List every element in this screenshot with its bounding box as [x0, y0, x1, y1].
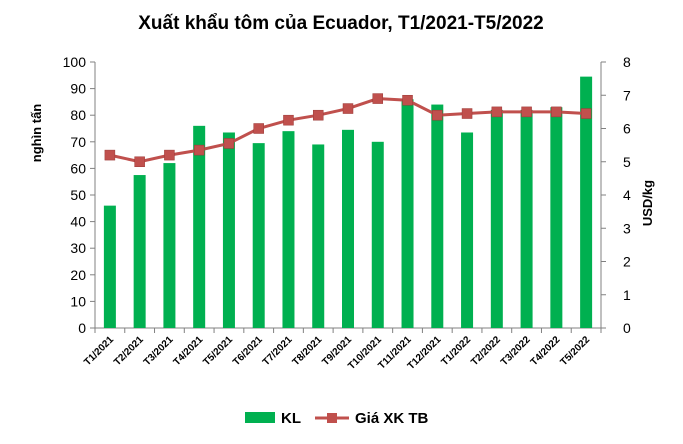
bar — [342, 129, 354, 328]
y2-tick-label: 5 — [623, 154, 631, 170]
legend-label-price: Giá XK TB — [355, 410, 429, 427]
line-point — [342, 103, 354, 114]
y-tick-label: 100 — [63, 54, 87, 70]
line-series — [104, 93, 592, 167]
x-tick-label: T3/2021 — [142, 334, 176, 368]
bar — [193, 125, 206, 328]
line-point — [134, 156, 145, 167]
y2-tick-label: 6 — [623, 121, 631, 137]
bar — [103, 205, 116, 328]
line-point — [402, 94, 413, 106]
line-point — [432, 109, 443, 121]
line-point — [461, 108, 473, 119]
y-tick-label: 40 — [70, 214, 86, 230]
x-tick-label: T4/2022 — [529, 334, 563, 368]
line-point — [283, 114, 294, 126]
x-tick-label: T5/2022 — [559, 334, 593, 368]
bar — [401, 99, 414, 329]
bar — [550, 107, 563, 328]
bar — [580, 76, 593, 328]
chart-title: Xuất khẩu tôm của Ecuador, T1/2021-T5/20… — [138, 13, 544, 34]
y-tick-label: 20 — [70, 267, 86, 283]
y-tick-label: 80 — [70, 107, 86, 123]
y-tick-label: 50 — [70, 187, 86, 203]
x-tick-label: T6/2021 — [231, 334, 265, 368]
x-tick-label: T12/2021 — [406, 334, 444, 372]
bar — [252, 143, 265, 328]
x-tick-label: T1/2021 — [82, 334, 116, 368]
legend-swatch-kl — [245, 412, 275, 423]
line-point — [521, 106, 532, 118]
bar — [490, 109, 503, 328]
bar — [282, 131, 295, 328]
y-axis-title: nghìn tấn — [29, 104, 44, 163]
line-point — [193, 144, 205, 156]
y-tick-label: 10 — [70, 293, 86, 309]
line-point — [164, 149, 175, 161]
bar — [312, 144, 325, 328]
line-point — [491, 106, 503, 118]
y2-tick-label: 4 — [623, 187, 631, 203]
bar — [371, 141, 384, 328]
line-point — [223, 138, 235, 149]
y2-axis-title: USD/kg — [640, 180, 655, 226]
line-point — [312, 109, 324, 121]
line-point — [580, 108, 592, 119]
bar — [461, 132, 474, 328]
y2-tick-label: 0 — [623, 320, 631, 336]
y-tick-label: 30 — [70, 240, 86, 256]
line-point — [253, 123, 264, 134]
legend-marker-price — [327, 413, 337, 423]
bar — [133, 175, 146, 328]
x-tick-label: T2/2022 — [469, 334, 503, 368]
bar — [520, 109, 533, 328]
x-tick-label: T5/2021 — [201, 334, 235, 368]
line-point — [104, 149, 116, 161]
bar — [431, 104, 444, 328]
bar-series — [103, 76, 593, 329]
y2-tick-label: 8 — [623, 54, 631, 70]
x-tick-label: T3/2022 — [499, 334, 533, 368]
y-tick-label: 70 — [70, 134, 86, 150]
bar — [163, 163, 176, 328]
x-tick-label: T8/2021 — [291, 334, 325, 368]
y-tick-label: 0 — [78, 320, 86, 336]
x-tick-label: T1/2022 — [439, 334, 473, 368]
x-tick-label: T4/2021 — [172, 334, 206, 368]
legend: KL Giá XK TB — [245, 410, 429, 427]
x-tick-label: T7/2021 — [261, 334, 295, 368]
legend-label-kl: KL — [281, 410, 301, 427]
line-point — [551, 106, 562, 118]
y2-tick-label: 7 — [623, 87, 631, 103]
y-tick-label: 60 — [70, 160, 86, 176]
y2-tick-label: 3 — [623, 220, 631, 236]
x-tick-label: T2/2021 — [112, 334, 146, 368]
line-point — [372, 93, 384, 104]
y2-tick-label: 2 — [623, 254, 631, 270]
bar — [222, 132, 235, 328]
y2-tick-label: 1 — [623, 287, 631, 303]
y-tick-label: 90 — [70, 81, 86, 97]
